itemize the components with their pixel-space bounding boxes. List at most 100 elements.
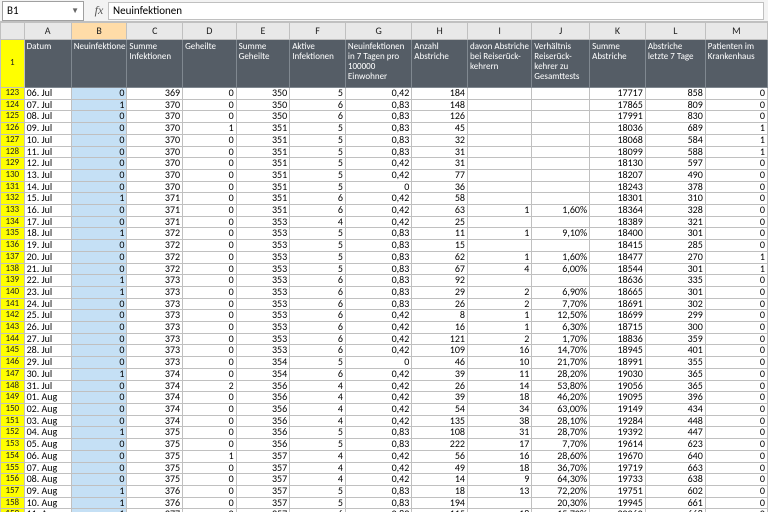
cell[interactable]: 46 [412, 357, 468, 369]
cell[interactable]: 13. Jul [24, 169, 71, 181]
cell[interactable]: 20. Jul [24, 251, 71, 263]
cell[interactable]: 0 [71, 158, 127, 170]
cell[interactable]: 0 [705, 310, 767, 322]
cell[interactable]: 0 [71, 205, 127, 217]
cell[interactable]: 16 [412, 322, 468, 334]
col-header-B[interactable]: B [71, 23, 127, 40]
fx-icon[interactable]: fx [90, 3, 108, 18]
cell[interactable]: 28,20% [532, 368, 590, 380]
cell[interactable]: 0 [71, 345, 127, 357]
cell[interactable]: 0 [183, 310, 237, 322]
cell[interactable]: 18243 [590, 181, 646, 193]
cell[interactable]: 373 [127, 298, 183, 310]
cell[interactable]: 1 [71, 427, 127, 439]
row-header[interactable]: 141 [1, 298, 25, 310]
cell[interactable] [532, 111, 590, 123]
cell[interactable]: 0 [183, 275, 237, 287]
cell[interactable]: 46,20% [532, 392, 590, 404]
cell[interactable]: 18207 [590, 169, 646, 181]
row-header[interactable]: 138 [1, 263, 25, 275]
cell[interactable]: 08. Jul [24, 111, 71, 123]
col-header-A[interactable]: A [24, 23, 71, 40]
cell[interactable]: 18715 [590, 322, 646, 334]
cell[interactable] [468, 99, 532, 111]
col-header-C[interactable]: C [127, 23, 183, 40]
cell[interactable]: 0,83 [345, 240, 411, 252]
cell[interactable]: 31. Jul [24, 380, 71, 392]
cell[interactable]: 335 [645, 275, 705, 287]
cell[interactable]: 18068 [590, 134, 646, 146]
cell[interactable]: 19392 [590, 427, 646, 439]
cell[interactable]: 0 [71, 450, 127, 462]
row-header[interactable]: 125 [1, 111, 25, 123]
cell[interactable]: 19. Jul [24, 240, 71, 252]
cell[interactable]: 6 [290, 345, 346, 357]
cell[interactable]: 0 [183, 403, 237, 415]
cell[interactable]: 5 [290, 169, 346, 181]
cell[interactable]: 2 [468, 286, 532, 298]
cell[interactable]: 0 [183, 322, 237, 334]
cell[interactable]: 0 [71, 403, 127, 415]
cell[interactable]: 20,30% [532, 497, 590, 509]
cell[interactable]: 28,70% [532, 427, 590, 439]
cell[interactable]: 0,83 [345, 263, 411, 275]
cell[interactable]: 4 [290, 216, 346, 228]
cell[interactable]: 14,70% [532, 345, 590, 357]
cell[interactable]: 434 [645, 403, 705, 415]
cell[interactable]: 447 [645, 427, 705, 439]
cell[interactable]: 372 [127, 251, 183, 263]
cell[interactable]: 0 [71, 134, 127, 146]
cell[interactable]: 0 [705, 392, 767, 404]
cell[interactable]: 376 [127, 485, 183, 497]
cell[interactable]: 0,83 [345, 298, 411, 310]
cell[interactable]: 0 [705, 298, 767, 310]
cell[interactable]: 351 [236, 146, 290, 158]
cell[interactable]: 5 [290, 123, 346, 135]
cell[interactable]: 0,42 [345, 474, 411, 486]
cell[interactable] [468, 134, 532, 146]
cell[interactable] [532, 193, 590, 205]
cell[interactable]: 121 [412, 333, 468, 345]
cell[interactable]: 4 [290, 392, 346, 404]
cell[interactable]: 1 [71, 228, 127, 240]
cell[interactable]: 0 [183, 193, 237, 205]
row-header[interactable]: 132 [1, 193, 25, 205]
cell[interactable]: 356 [236, 415, 290, 427]
row-header[interactable]: 131 [1, 181, 25, 193]
cell[interactable]: 1 [468, 205, 532, 217]
cell[interactable]: 0 [705, 333, 767, 345]
cell[interactable]: 18301 [590, 193, 646, 205]
cell[interactable]: 1,60% [532, 205, 590, 217]
cell[interactable]: 28. Jul [24, 345, 71, 357]
cell[interactable]: 8 [412, 310, 468, 322]
cell[interactable]: 0 [183, 228, 237, 240]
cell[interactable]: 356 [236, 392, 290, 404]
cell[interactable]: 354 [236, 368, 290, 380]
cell[interactable]: 301 [645, 228, 705, 240]
cell[interactable]: 5 [290, 427, 346, 439]
cell[interactable]: 18544 [590, 263, 646, 275]
cell[interactable]: 5 [290, 263, 346, 275]
cell[interactable]: 0,42 [345, 193, 411, 205]
cell[interactable]: 378 [645, 181, 705, 193]
cell[interactable]: 351 [236, 169, 290, 181]
cell[interactable]: 0 [183, 427, 237, 439]
cell[interactable]: 353 [236, 275, 290, 287]
cell[interactable]: 370 [127, 158, 183, 170]
cell[interactable]: 0 [71, 123, 127, 135]
cell[interactable]: 858 [645, 88, 705, 100]
cell[interactable]: 11 [412, 228, 468, 240]
cell[interactable]: 07. Jul [24, 99, 71, 111]
cell[interactable]: 18400 [590, 228, 646, 240]
cell[interactable]: 0 [71, 462, 127, 474]
cell[interactable]: 0,42 [345, 322, 411, 334]
cell[interactable]: 1 [705, 123, 767, 135]
cell[interactable]: 56 [412, 450, 468, 462]
cell[interactable]: 9 [468, 474, 532, 486]
cell[interactable]: 4 [290, 380, 346, 392]
cell[interactable]: 25. Jul [24, 310, 71, 322]
spreadsheet-grid[interactable]: ABCDEFGHIJKLM1DatumNeuinfektionenSumme I… [0, 22, 768, 512]
cell[interactable] [468, 181, 532, 193]
cell[interactable]: 270 [645, 251, 705, 263]
cell[interactable]: 830 [645, 111, 705, 123]
